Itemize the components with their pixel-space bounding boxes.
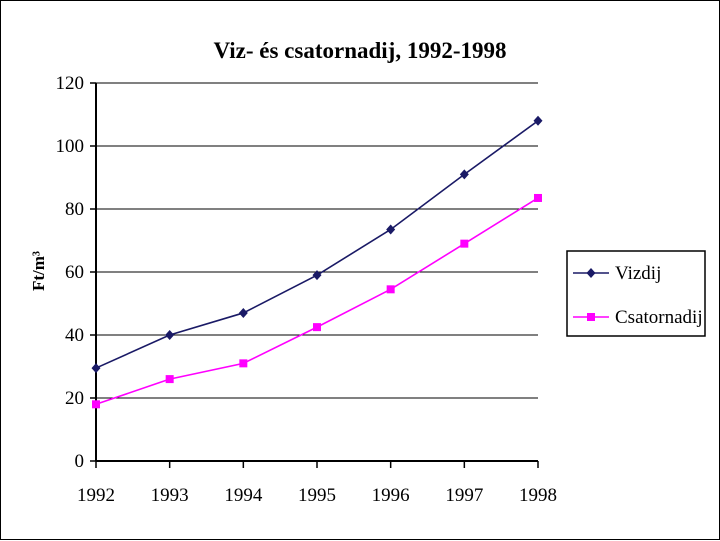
data-point <box>534 193 542 202</box>
legend-marker <box>587 313 595 321</box>
legend-label: Csatornadij <box>615 307 703 328</box>
x-tick-label: 1992 <box>77 485 115 506</box>
data-point <box>533 115 543 126</box>
legend-box <box>566 250 706 337</box>
data-point <box>92 400 100 409</box>
y-tick-label: 40 <box>65 325 84 346</box>
x-tick-label: 1997 <box>445 485 483 506</box>
data-point <box>91 363 101 374</box>
legend-label: Vizdij <box>615 263 661 284</box>
chart-title: Viz- és csatornadij, 1992-1998 <box>214 38 507 63</box>
y-axis-label: Ft/m³ <box>29 251 48 291</box>
legend-item: Csatornadij <box>573 307 703 328</box>
y-tick-label: 20 <box>65 388 84 409</box>
x-tick-label: 1993 <box>151 485 189 506</box>
x-tick-label: 1994 <box>224 485 263 506</box>
data-point <box>312 270 322 281</box>
data-point <box>459 169 469 180</box>
data-point <box>313 323 321 332</box>
series-csatornadij <box>92 193 542 409</box>
series-vizdij <box>91 115 543 374</box>
y-tick-labels: 0 20 40 60 80 100 120 <box>56 73 85 472</box>
y-tick-label: 0 <box>75 451 85 472</box>
legend-marker <box>586 268 596 278</box>
x-tick-label: 1996 <box>372 485 410 506</box>
y-tick-label: 120 <box>56 73 85 94</box>
legend-item: Vizdij <box>573 263 661 284</box>
chart-legend: Vizdij Csatornadij <box>566 250 706 337</box>
y-tick-label: 60 <box>65 262 84 283</box>
x-tick-labels: 1992 1993 1994 1995 1996 1997 1998 <box>77 485 557 506</box>
x-tick-label: 1995 <box>298 485 336 506</box>
y-tick-label: 80 <box>65 199 84 220</box>
data-point <box>386 285 395 294</box>
y-tick-label: 100 <box>56 136 85 157</box>
series-lines <box>91 115 543 409</box>
data-point <box>386 224 396 235</box>
data-point <box>165 375 174 384</box>
data-point <box>238 307 248 318</box>
series-line <box>95 197 539 406</box>
axes <box>90 82 539 468</box>
data-point <box>460 239 469 248</box>
x-tick-label: 1998 <box>519 485 557 506</box>
gridlines <box>96 82 538 399</box>
data-point <box>165 330 175 340</box>
data-point <box>239 359 248 368</box>
